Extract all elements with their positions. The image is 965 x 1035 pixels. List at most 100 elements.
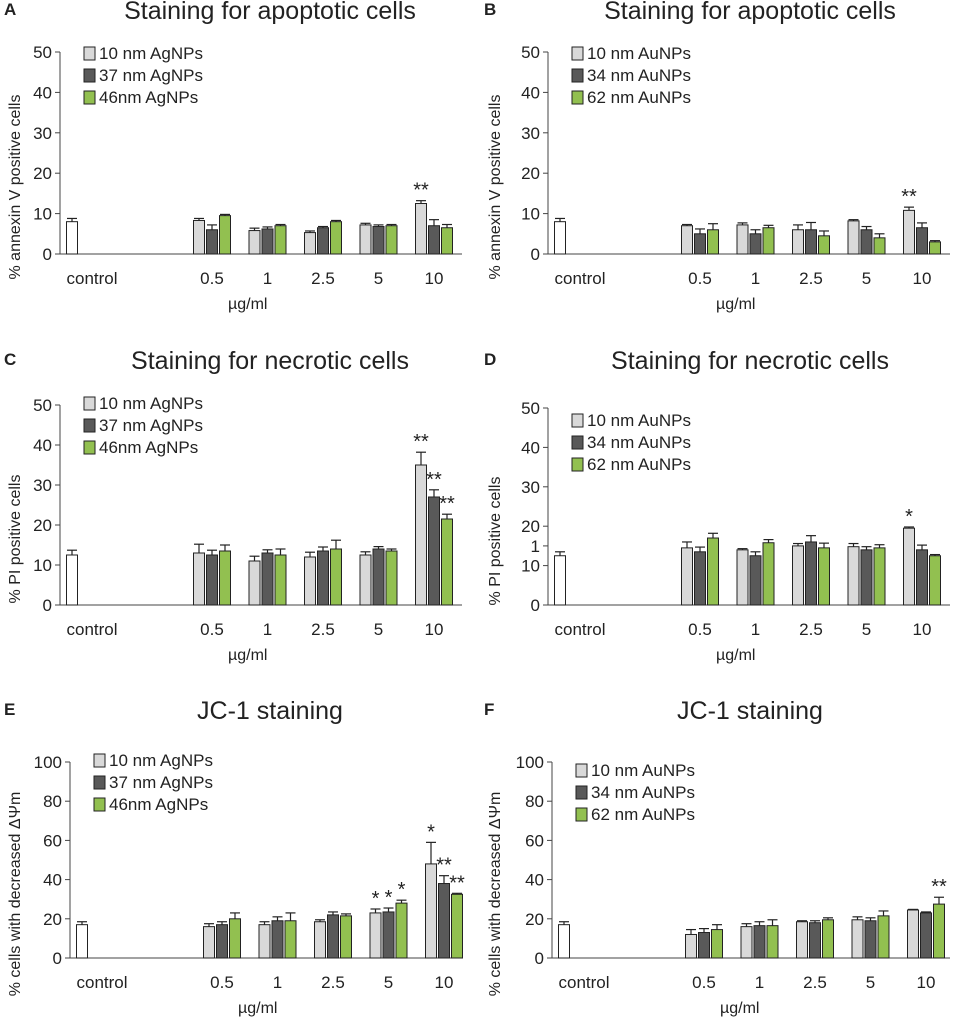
legend-label: 10 nm AgNPs (99, 44, 203, 63)
y-tick-label: 30 (33, 124, 52, 143)
legend-label: 37 nm AgNPs (99, 66, 203, 85)
x-tick-label: 10 (913, 620, 932, 639)
panel-letter: D (484, 350, 497, 369)
data-bar (792, 229, 804, 255)
data-bar (809, 922, 821, 959)
y-tick-label: 50 (33, 396, 52, 415)
significance-mark: * (427, 821, 435, 843)
legend-swatch (83, 90, 96, 105)
y-tick-label: 0 (53, 949, 62, 968)
legend-label: 34 nm AuNPs (591, 783, 695, 802)
y-tick-label: 10 (521, 557, 540, 576)
legend-label: 46nm AgNPs (99, 438, 198, 457)
data-bar (805, 541, 817, 606)
panel-letter: B (484, 0, 497, 19)
x-tick-label: 0.5 (200, 620, 224, 639)
chart-panel-b: B Staining for apoptotic cells% annexin V… (480, 0, 960, 335)
x-tick-label: 10 (435, 973, 454, 992)
y-tick-label: 100 (34, 753, 62, 772)
x-tick-label: 0.5 (688, 620, 712, 639)
legend-label: 34 nm AuNPs (587, 66, 691, 85)
legend-swatch (83, 418, 96, 433)
chart-title: Staining for apoptotic cells (604, 0, 896, 25)
chart-title: JC-1 staining (197, 697, 343, 725)
y-tick-label: 10 (33, 556, 52, 575)
y-tick-label: 20 (521, 164, 540, 183)
y-tick-label: 40 (525, 871, 544, 890)
data-bar (359, 224, 372, 255)
data-bar (847, 546, 860, 606)
data-bar (796, 921, 808, 959)
legend-swatch (93, 775, 106, 790)
legend-label: 37 nm AgNPs (109, 773, 213, 792)
significance-mark: * (398, 879, 406, 901)
x-tick-label: 10 (913, 269, 932, 288)
data-bar (438, 883, 450, 959)
data-bar (694, 233, 706, 255)
x-axis-label: µg/ml (238, 1000, 278, 1017)
data-bar (382, 911, 395, 959)
data-bar (229, 918, 241, 959)
data-bar (415, 464, 427, 606)
legend-swatch (571, 413, 584, 428)
legend-swatch (83, 396, 96, 411)
data-bar (340, 915, 352, 959)
significance-mark: ** (901, 186, 917, 208)
chart-svg: 0 10 20 30 40 50 control 0.5 1 2.5 5 ** 10 10 nm AgNP… (33, 43, 462, 288)
panel-letter: E (4, 700, 16, 719)
y-tick-label: 1 (531, 537, 540, 556)
data-bar (762, 542, 775, 606)
x-tick-label-control: control (558, 973, 609, 992)
x-tick-label: 5 (862, 269, 871, 288)
data-bar (711, 929, 723, 959)
data-bar (203, 926, 215, 959)
control-bar (66, 554, 78, 606)
x-tick-label: 2.5 (311, 269, 335, 288)
data-bar (248, 230, 261, 255)
data-bar (317, 550, 329, 606)
legend-label: 62 nm AuNPs (591, 805, 695, 824)
control-bar (554, 555, 566, 606)
legend-swatch (571, 90, 584, 105)
data-bar (736, 549, 749, 606)
y-tick-label: 10 (521, 205, 540, 224)
x-tick-label: 5 (374, 620, 383, 639)
data-bar (261, 552, 274, 606)
legend-swatch (83, 68, 96, 83)
data-bar (415, 203, 427, 255)
legend-label: 34 nm AuNPs (587, 433, 691, 452)
chart-panel-e: E JC-1 staining% cells with decreased ΔΨm… (0, 697, 480, 1035)
legend-label: 10 nm AgNPs (99, 394, 203, 413)
data-bar (818, 547, 830, 606)
data-bar (920, 912, 932, 959)
data-bar (822, 919, 834, 959)
legend-swatch (571, 46, 584, 61)
data-bar (860, 549, 873, 606)
data-bar (428, 225, 440, 255)
data-bar (929, 241, 941, 255)
x-axis-label: µg/ml (228, 647, 268, 664)
data-bar (248, 560, 261, 606)
data-bar (372, 548, 385, 606)
data-bar (736, 224, 749, 255)
legend-swatch (83, 440, 96, 455)
data-bar (206, 229, 218, 255)
control-bar (554, 221, 566, 255)
legend-swatch (571, 68, 584, 83)
data-bar (441, 518, 453, 606)
data-bar (792, 545, 804, 606)
significance-mark: ** (413, 431, 429, 453)
x-tick-label: 0.5 (688, 269, 712, 288)
data-bar (274, 225, 287, 255)
x-tick-label: 2.5 (799, 269, 823, 288)
y-tick-label: 0 (43, 245, 52, 264)
x-tick-label-control: control (66, 620, 117, 639)
y-tick-label: 20 (521, 517, 540, 536)
significance-mark: * (372, 888, 380, 910)
data-bar (864, 920, 877, 959)
data-bar (749, 233, 762, 255)
significance-mark: ** (931, 876, 947, 898)
data-bar (451, 893, 463, 959)
